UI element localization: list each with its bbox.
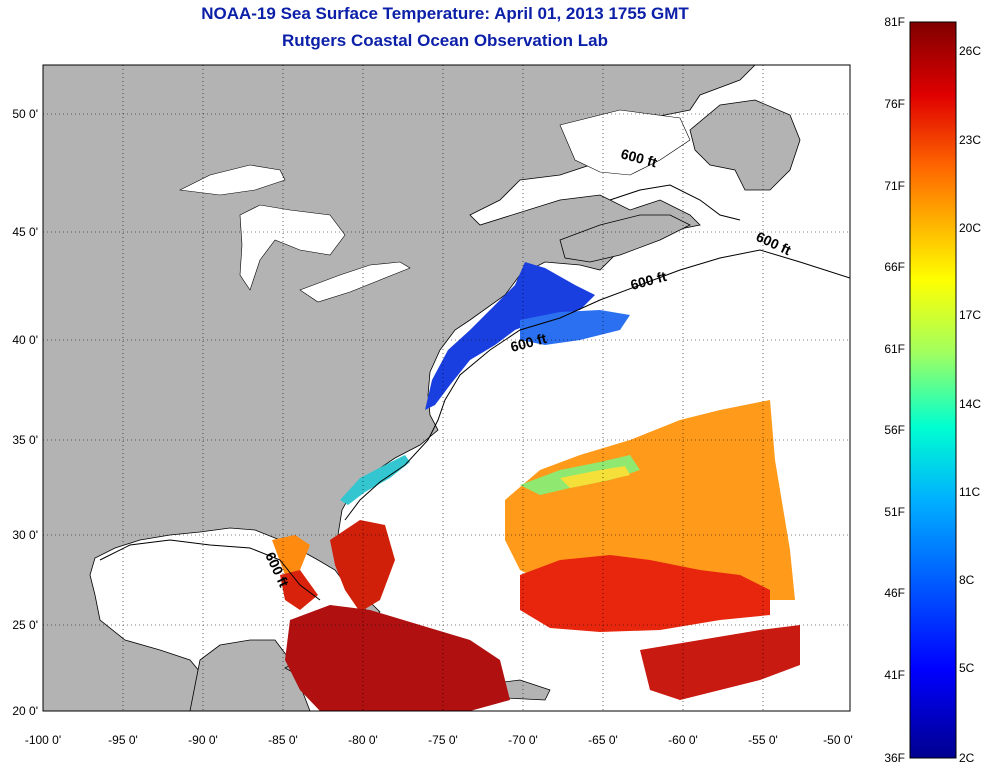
sst-teal-coast xyxy=(340,455,410,505)
lat-tick: 45 0' xyxy=(12,225,38,239)
colorbar-c-tick: 17C xyxy=(959,308,981,322)
lon-tick: -55 0' xyxy=(748,733,778,747)
lon-tick: -50 0' xyxy=(823,733,853,747)
colorbar-f-tick: 46F xyxy=(884,586,905,600)
lat-tick: 20 0' xyxy=(12,704,38,718)
lake-erie-ontario xyxy=(299,261,411,303)
lake-michigan-huron xyxy=(239,204,346,291)
lat-tick: 50 0' xyxy=(12,107,38,121)
lon-tick: -85 0' xyxy=(268,733,298,747)
lat-tick: 35 0' xyxy=(12,433,38,447)
gulf-st-lawrence xyxy=(559,109,691,176)
land-newfoundland xyxy=(689,99,801,191)
colorbar: 81F 76F 71F 66F 61F 56F 51F 46F 41F 36F … xyxy=(884,15,981,765)
colorbar-f-tick: 76F xyxy=(884,97,905,111)
lon-tick: -95 0' xyxy=(108,733,138,747)
graticule xyxy=(43,65,850,711)
lat-tick: 40 0' xyxy=(12,333,38,347)
colorbar-f-tick: 41F xyxy=(884,668,905,682)
map-subtitle: Rutgers Coastal Ocean Observation Lab xyxy=(282,31,608,50)
colorbar-f-tick: 56F xyxy=(884,423,905,437)
lon-tick: -65 0' xyxy=(588,733,618,747)
lon-tick: -70 0' xyxy=(508,733,538,747)
colorbar-f-tick: 61F xyxy=(884,342,905,356)
sst-gulf-red xyxy=(280,570,318,610)
sst-gulf-orange xyxy=(272,535,310,575)
lon-tick: -90 0' xyxy=(188,733,218,747)
lat-axis: 50 0' 45 0' 40 0' 35 0' 30 0' 25 0' 20 0… xyxy=(12,107,38,718)
colorbar-f-tick: 71F xyxy=(884,179,905,193)
colorbar-f-tick: 66F xyxy=(884,260,905,274)
lon-tick: -100 0' xyxy=(25,733,61,747)
lat-tick: 30 0' xyxy=(12,528,38,542)
colorbar-gradient xyxy=(909,21,957,759)
lat-tick: 25 0' xyxy=(12,618,38,632)
map-frame xyxy=(42,64,851,712)
sst-caribbean-east xyxy=(640,625,800,700)
lon-axis: -100 0' -95 0' -90 0' -85 0' -80 0' -75 … xyxy=(25,733,853,747)
isobath-600ft xyxy=(99,184,850,601)
colorbar-c-tick: 26C xyxy=(959,44,981,58)
sst-cold-shelf xyxy=(425,262,595,410)
sst-orange-field xyxy=(505,400,795,600)
lon-tick: -60 0' xyxy=(668,733,698,747)
lake-superior xyxy=(178,164,286,196)
colorbar-c-tick: 8C xyxy=(959,573,975,587)
colorbar-c-tick: 20C xyxy=(959,221,981,235)
colorbar-c-tick: 5C xyxy=(959,661,975,675)
map-title: NOAA-19 Sea Surface Temperature: April 0… xyxy=(201,4,689,23)
colorbar-c-tick: 2C xyxy=(959,751,975,765)
land-yucatan xyxy=(189,639,311,711)
colorbar-f-tick: 51F xyxy=(884,505,905,519)
sst-yellow-front xyxy=(560,466,630,488)
colorbar-c-tick: 14C xyxy=(959,397,981,411)
lon-tick: -80 0' xyxy=(348,733,378,747)
colorbar-c-tick: 11C xyxy=(959,485,980,499)
land-nova-scotia xyxy=(559,214,691,263)
colorbar-f-tick: 81F xyxy=(884,15,905,29)
sst-bahamas xyxy=(285,605,510,711)
colorbar-f-tick: 36F xyxy=(884,751,905,765)
sst-cold-patch xyxy=(520,310,630,345)
sst-florida-east xyxy=(330,520,395,612)
sst-red-band xyxy=(520,555,770,632)
lon-tick: -75 0' xyxy=(428,733,458,747)
colorbar-c-tick: 23C xyxy=(959,133,981,147)
